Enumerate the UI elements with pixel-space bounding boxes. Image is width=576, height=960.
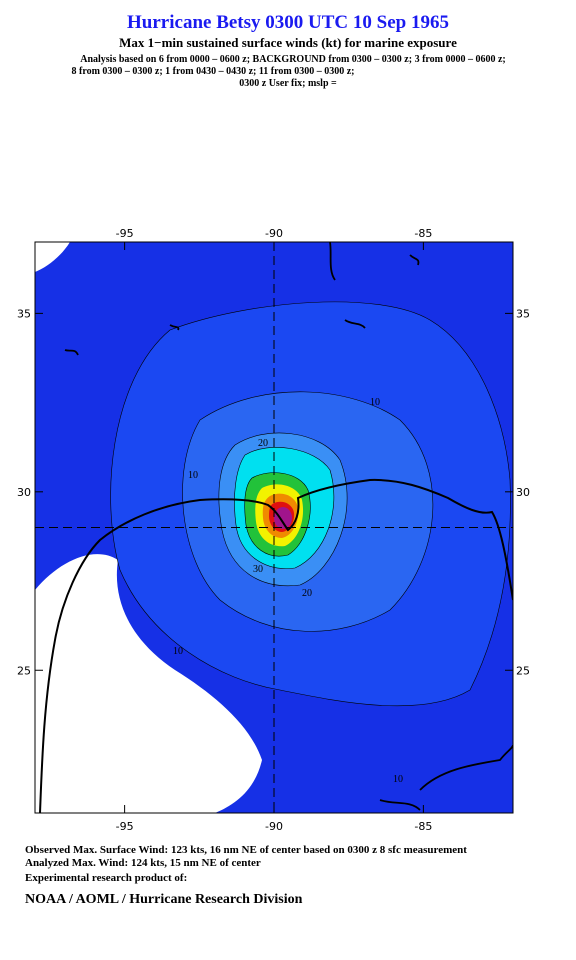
analysis-line: Analysis based on 6 from 0000 – 0600 z; …	[80, 54, 506, 65]
x-tick-label: -85	[414, 227, 432, 240]
contour-label: 20	[302, 588, 312, 599]
field-calm	[35, 554, 262, 813]
y-tick-label: 35	[516, 307, 530, 320]
y-tick-label: 30	[516, 486, 530, 499]
coastline	[39, 478, 513, 813]
credit: NOAA / AOML / Hurricane Research Divisio…	[25, 892, 303, 907]
x-tick-label: -90	[265, 820, 283, 833]
field-calm	[35, 242, 70, 272]
contour-label: 10	[393, 774, 403, 785]
subtitle: Max 1−min sustained surface winds (kt) f…	[119, 35, 457, 50]
y-tick-label: 35	[17, 307, 31, 320]
footer-line: Observed Max. Surface Wind: 123 kts, 16 …	[25, 844, 467, 856]
axes: -95 -95 -90 -90 -85 -85 25 25 30 30 35 35 10 10 20 20 30…	[17, 227, 530, 833]
analysis-line: 8 from 0300 – 0300 z; 1 from 0430 – 0430…	[71, 66, 354, 77]
footer-line: Analyzed Max. Wind: 124 kts, 15 nm NE of…	[25, 857, 261, 869]
x-tick-label: -90	[265, 227, 283, 240]
contour-label: 30	[253, 564, 263, 575]
coastline	[379, 744, 513, 811]
wind-field	[35, 242, 513, 813]
x-tick-label: -95	[116, 227, 134, 240]
footer-line: Experimental research product of:	[25, 872, 187, 884]
contour-label: 10	[370, 397, 380, 408]
field-core	[274, 507, 292, 529]
contour-label: 10	[173, 646, 183, 657]
contour-label: 10	[188, 470, 198, 481]
contour-label: 20	[258, 438, 268, 449]
analysis-line: 0300 z User fix; mslp =	[239, 78, 337, 89]
title: Hurricane Betsy 0300 UTC 10 Sep 1965	[127, 12, 449, 33]
coastline	[64, 242, 420, 356]
x-tick-label: -85	[414, 820, 432, 833]
y-tick-label: 30	[17, 486, 31, 499]
y-tick-label: 25	[17, 664, 31, 677]
x-tick-label: -95	[116, 820, 134, 833]
y-tick-label: 25	[516, 664, 530, 677]
